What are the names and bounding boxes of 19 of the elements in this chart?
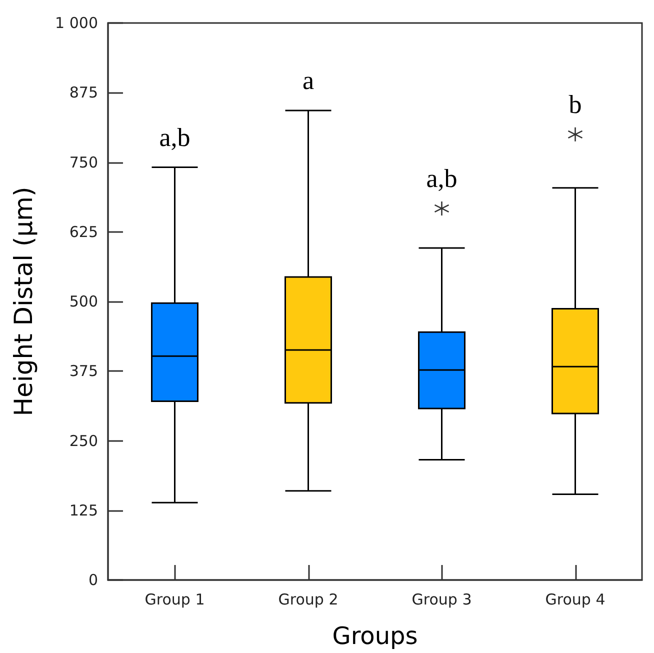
y-axis-title: Height Distal (μm) (9, 186, 38, 416)
annotation: b (568, 90, 582, 119)
y-tick-label: 500 (69, 292, 98, 310)
x-tick-label: Group 4 (545, 590, 606, 608)
x-tick-label: Group 2 (278, 590, 338, 608)
x-axis-title: Groups (332, 622, 418, 650)
x-tick-label: Group 3 (412, 590, 472, 608)
y-tick-label: 0 (88, 571, 98, 589)
y-tick-label: 750 (69, 153, 98, 172)
annotation: a,b (159, 122, 190, 152)
y-tick-label: 250 (69, 432, 98, 450)
y-tick-label: 1 000 (55, 14, 98, 32)
y-tick-label: 625 (69, 222, 98, 241)
y-tick-label: 375 (69, 362, 98, 380)
y-tick-label: 875 (69, 84, 98, 102)
x-tick-label: Group 1 (144, 590, 205, 608)
annotation: a,b (426, 164, 458, 193)
y-tick-label: 125 (69, 501, 98, 520)
annotation: a (302, 66, 314, 95)
